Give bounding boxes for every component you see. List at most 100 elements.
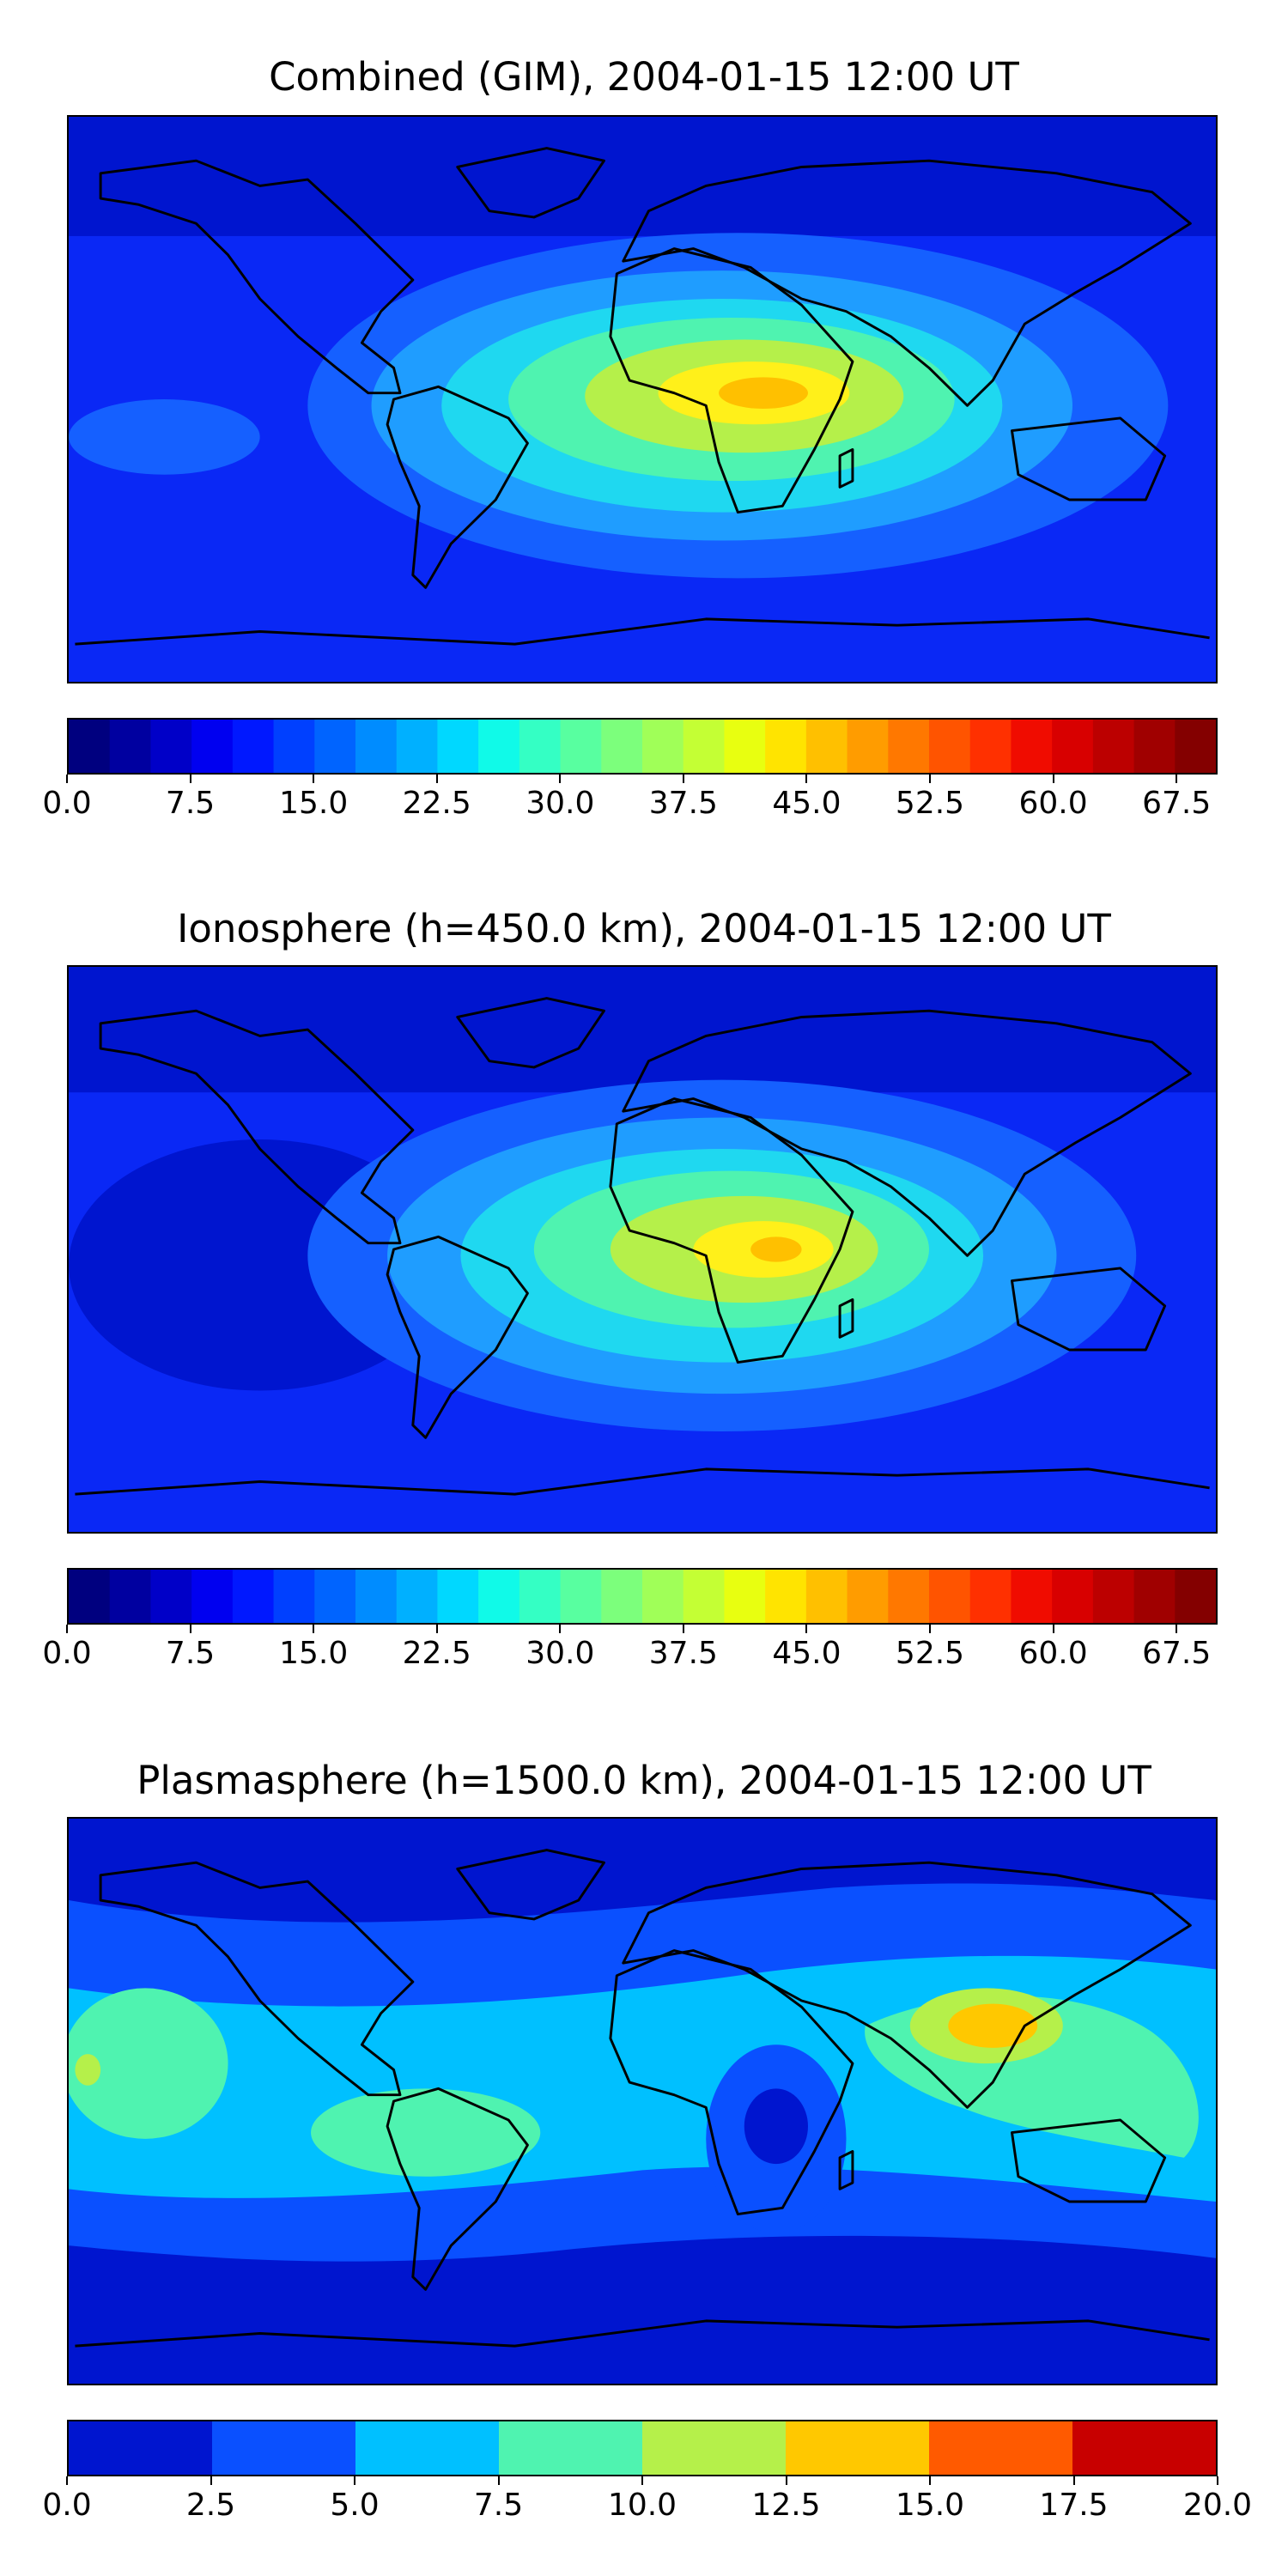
colorbar-tick-label: 45.0 [772,1636,841,1671]
cbar-seg [437,720,480,773]
polar-band-north [69,117,1216,236]
colorbar-tick-label: 30.0 [526,1636,595,1671]
cbar-seg [1011,1570,1054,1623]
colorbar-tick [313,1625,315,1633]
plasma-contour-3b [311,2088,541,2177]
colorbar-segments [69,2421,1216,2475]
colorbar-tick-label: 0.0 [42,2488,92,2523]
cbar-seg [765,720,807,773]
cbar-seg [212,2421,357,2475]
cbar-seg [109,720,152,773]
plasma-low-africa-core [744,2088,808,2165]
colorbar-tick [805,1625,808,1633]
coastlines [75,1849,1210,2348]
tec-map-svg [69,967,1216,1532]
colorbar-tick [1052,775,1054,783]
cbar-seg [1052,1570,1094,1623]
map-title: Ionosphere (h=450.0 km), 2004-01-15 12:0… [177,906,1111,951]
map-title: Combined (GIM), 2004-01-15 12:00 UT [269,54,1019,100]
tec-map-svg [69,117,1216,682]
cbar-seg [765,1570,807,1623]
cbar-seg [847,720,890,773]
colorbar-tick [1176,1625,1178,1633]
colorbar-tick [1217,2476,1218,2485]
cbar-seg [355,2421,501,2475]
cbar-seg [724,720,767,773]
plasma-contour-4b [75,2054,101,2086]
colorbar-tick [929,2476,931,2485]
cbar-seg [396,1570,439,1623]
colorbar-tick-label: 12.5 [751,2488,821,2523]
coastlines [75,147,1210,646]
colorbar-tick-label: 22.5 [402,1636,471,1671]
colorbar-tick-label: 52.5 [895,1636,965,1671]
colorbar-segments [69,720,1216,773]
colorbar-tick [641,2476,643,2485]
colorbar-tick [497,2476,500,2485]
cbar-seg [724,1570,767,1623]
cbar-seg [232,1570,275,1623]
cbar-seg [969,720,1012,773]
plasma-contour-5 [948,2003,1038,2048]
colorbar-tick-label: 30.0 [526,786,595,821]
cbar-seg [1092,1570,1135,1623]
colorbar-tick [682,775,684,783]
colorbar-tick [189,1625,191,1633]
cbar-seg [601,1570,643,1623]
colorbar-tick [929,775,931,783]
cbar-seg [1175,1570,1216,1623]
cbar-seg [929,1570,971,1623]
cbar-seg [273,720,316,773]
colorbar-tick [682,1625,684,1633]
colorbar-tick [559,1625,562,1633]
colorbar [67,718,1218,775]
cbar-seg [642,720,684,773]
colorbar-tick-label: 7.5 [165,786,216,821]
colorbar-ticks: 0.0 2.5 5.0 7.5 10.0 12.5 15.0 17.5 20.0 [42,2476,1252,2528]
cbar-seg [69,720,111,773]
colorbar-tick-label: 45.0 [772,786,841,821]
map-title: Plasmasphere (h=1500.0 km), 2004-01-15 1… [137,1758,1151,1803]
colorbar-tick-label: 15.0 [895,2488,965,2523]
colorbar-tick [929,1625,931,1633]
cbar-seg [1175,720,1216,773]
colorbar-tick-label: 7.5 [165,1636,216,1671]
cbar-seg [519,1570,562,1623]
colorbar-tick-label: 0.0 [42,1636,92,1671]
colorbar-tick [805,775,808,783]
cbar-seg [478,1570,520,1623]
tec-contour-7 [750,1236,802,1262]
colorbar-tick [354,2476,355,2485]
colorbar-svg [69,720,1216,773]
cbar-seg [150,720,193,773]
cbar-seg [560,1570,603,1623]
colorbar-segments [69,1570,1216,1623]
colorbar-tick-label: 37.5 [648,786,718,821]
colorbar-tick-label: 2.5 [185,2488,236,2523]
cbar-seg [805,1570,848,1623]
colorbar-tick [66,2476,68,2485]
cbar-seg [396,720,439,773]
cbar-seg [69,1570,111,1623]
cbar-seg [314,720,356,773]
colorbar-tick [1072,2476,1075,2485]
cbar-seg [314,1570,356,1623]
colorbar-tick-label: 0.0 [42,786,92,821]
colorbar-tick-label: 52.5 [895,786,965,821]
cbar-seg [232,720,275,773]
cbar-seg [888,1570,930,1623]
plasma-contour-3a [69,1988,228,2139]
colorbar-tick [66,1625,68,1633]
cbar-seg [642,2421,787,2475]
colorbar-svg [69,1570,1216,1623]
cbar-seg [355,1570,398,1623]
cbar-seg [150,1570,193,1623]
cbar-seg [888,720,930,773]
colorbar-tick [559,775,562,783]
colorbar-tick [435,1625,438,1633]
colorbar-tick-label: 7.5 [473,2488,524,2523]
tec-map [67,965,1218,1534]
cbar-seg [191,720,234,773]
cbar-seg [560,720,603,773]
colorbar-tick [785,2476,787,2485]
